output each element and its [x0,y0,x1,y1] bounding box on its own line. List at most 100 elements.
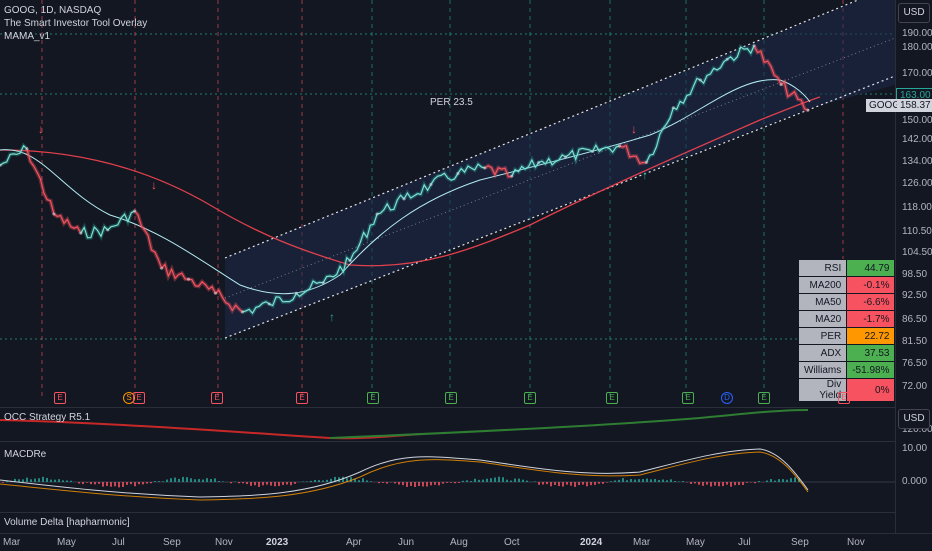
macd-histogram-bar [674,481,676,482]
macd-histogram-bar [106,482,108,486]
price-point [403,198,406,201]
macd-histogram-bar [174,478,176,482]
price-point [510,175,513,178]
price-point [429,183,432,186]
macd-histogram-bar [394,482,396,483]
macd-histogram-bar [734,482,736,485]
macd-histogram-bar [242,482,244,483]
macd-histogram-bar [566,482,568,485]
event-marker[interactable]: E [524,392,536,404]
macd-histogram-bar [610,481,612,482]
price-point [753,44,756,47]
macd-histogram-bar [58,479,60,482]
macd-histogram-bar [230,482,232,483]
price-axis[interactable]: 190.00180.00170.00160.00150.00142.00134.… [895,0,932,533]
time-axis-label: Sep [163,537,181,548]
event-marker[interactable]: E [367,392,379,404]
price-axis-label: 142.00 [902,134,932,145]
oscillator-pane[interactable]: OCC Strategy R5.1 [0,408,895,441]
macd-histogram-bar [146,482,148,484]
macd-histogram-bar [382,482,384,483]
time-axis-label: May [686,537,705,548]
macd-histogram-bar [150,482,152,483]
macd-histogram-bar [630,479,632,482]
price-chart-canvas[interactable] [0,0,895,407]
event-marker[interactable]: D [721,392,733,404]
macd-histogram-bar [50,480,52,482]
macd-axis-zero: 0.000 [902,476,927,487]
currency-button-osc[interactable]: USD [898,409,930,429]
macd-histogram-bar [86,482,88,483]
event-marker[interactable]: E [445,392,457,404]
macd-histogram-bar [118,482,120,487]
channel-label: PER 23.5 [430,97,473,108]
stats-value: 37.53 [847,345,895,362]
macd-pane[interactable]: MACDRe [0,442,895,512]
price-point [807,109,810,112]
macd-histogram-bar [290,482,292,485]
macd-line [0,449,808,497]
macd-histogram-bar [690,482,692,484]
stats-value: -6.6% [847,294,895,311]
event-marker[interactable]: E [758,392,770,404]
macd-histogram-bar [698,482,700,485]
buy-signal-arrow: ↑ [642,168,648,182]
price-axis-label: 92.50 [902,290,927,301]
stats-row: Williams-51.98% [799,362,895,379]
price-point [780,83,783,86]
channel-lower [225,76,895,338]
macd-histogram-bar [18,479,20,482]
macd-histogram-bar [538,482,540,485]
symbol-line: GOOG, 1D, NASDAQ [4,4,147,17]
event-marker[interactable]: E [606,392,618,404]
currency-button[interactable]: USD [898,3,930,23]
volume-delta-pane[interactable]: Volume Delta [hapharmonic] [0,513,895,533]
price-axis-label: 118.00 [902,202,932,213]
price-chart-pane[interactable]: GOOG, 1D, NASDAQ The Smart Investor Tool… [0,0,895,407]
macd-histogram-bar [418,482,420,486]
stats-label: Williams [799,362,847,379]
macd-histogram-bar [182,477,184,482]
event-marker[interactable]: E [296,392,308,404]
event-marker[interactable]: E [211,392,223,404]
event-marker[interactable]: E [54,392,66,404]
macd-histogram-bar [614,480,616,482]
macd-histogram-bar [178,479,180,482]
indicator-legend-1[interactable]: The Smart Investor Tool Overlay [4,17,147,30]
macd-histogram-bar [186,477,188,482]
time-axis-label: Jul [738,537,751,548]
event-marker[interactable]: E [838,392,850,404]
macd-histogram-bar [114,482,116,486]
macd-histogram-bar [282,482,284,485]
macd-histogram-bar [262,482,264,485]
macd-histogram-bar [210,479,212,482]
macd-histogram-bar [250,482,252,486]
price-point [160,267,163,270]
macd-histogram-bar [514,479,516,482]
price-point [25,147,28,150]
macd-histogram-bar [670,479,672,482]
macd-title[interactable]: MACDRe [4,448,46,461]
macd-histogram-bar [214,478,216,482]
macd-histogram-bar [606,482,608,483]
time-axis-label: Nov [847,537,865,548]
macd-histogram-bar [26,478,28,482]
macd-histogram-bar [702,482,704,486]
macd-histogram-bar [442,482,444,484]
macd-histogram-bar [786,480,788,482]
event-marker[interactable]: E [133,392,145,404]
event-marker[interactable]: E [682,392,694,404]
oscillator-title[interactable]: OCC Strategy R5.1 [4,411,90,424]
symbol-legend[interactable]: GOOG, 1D, NASDAQ The Smart Investor Tool… [4,4,147,43]
macd-histogram-bar [730,482,732,487]
macd-histogram-bar [726,482,728,485]
volume-delta-title[interactable]: Volume Delta [hapharmonic] [4,516,130,529]
price-point [645,161,648,164]
macd-histogram-bar [222,481,224,482]
macd-histogram-bar [246,482,248,484]
macd-histogram-bar [402,482,404,485]
macd-histogram-bar [266,482,268,485]
macd-histogram-bar [314,480,316,482]
indicator-legend-2[interactable]: MAMA_v1 [4,30,147,43]
